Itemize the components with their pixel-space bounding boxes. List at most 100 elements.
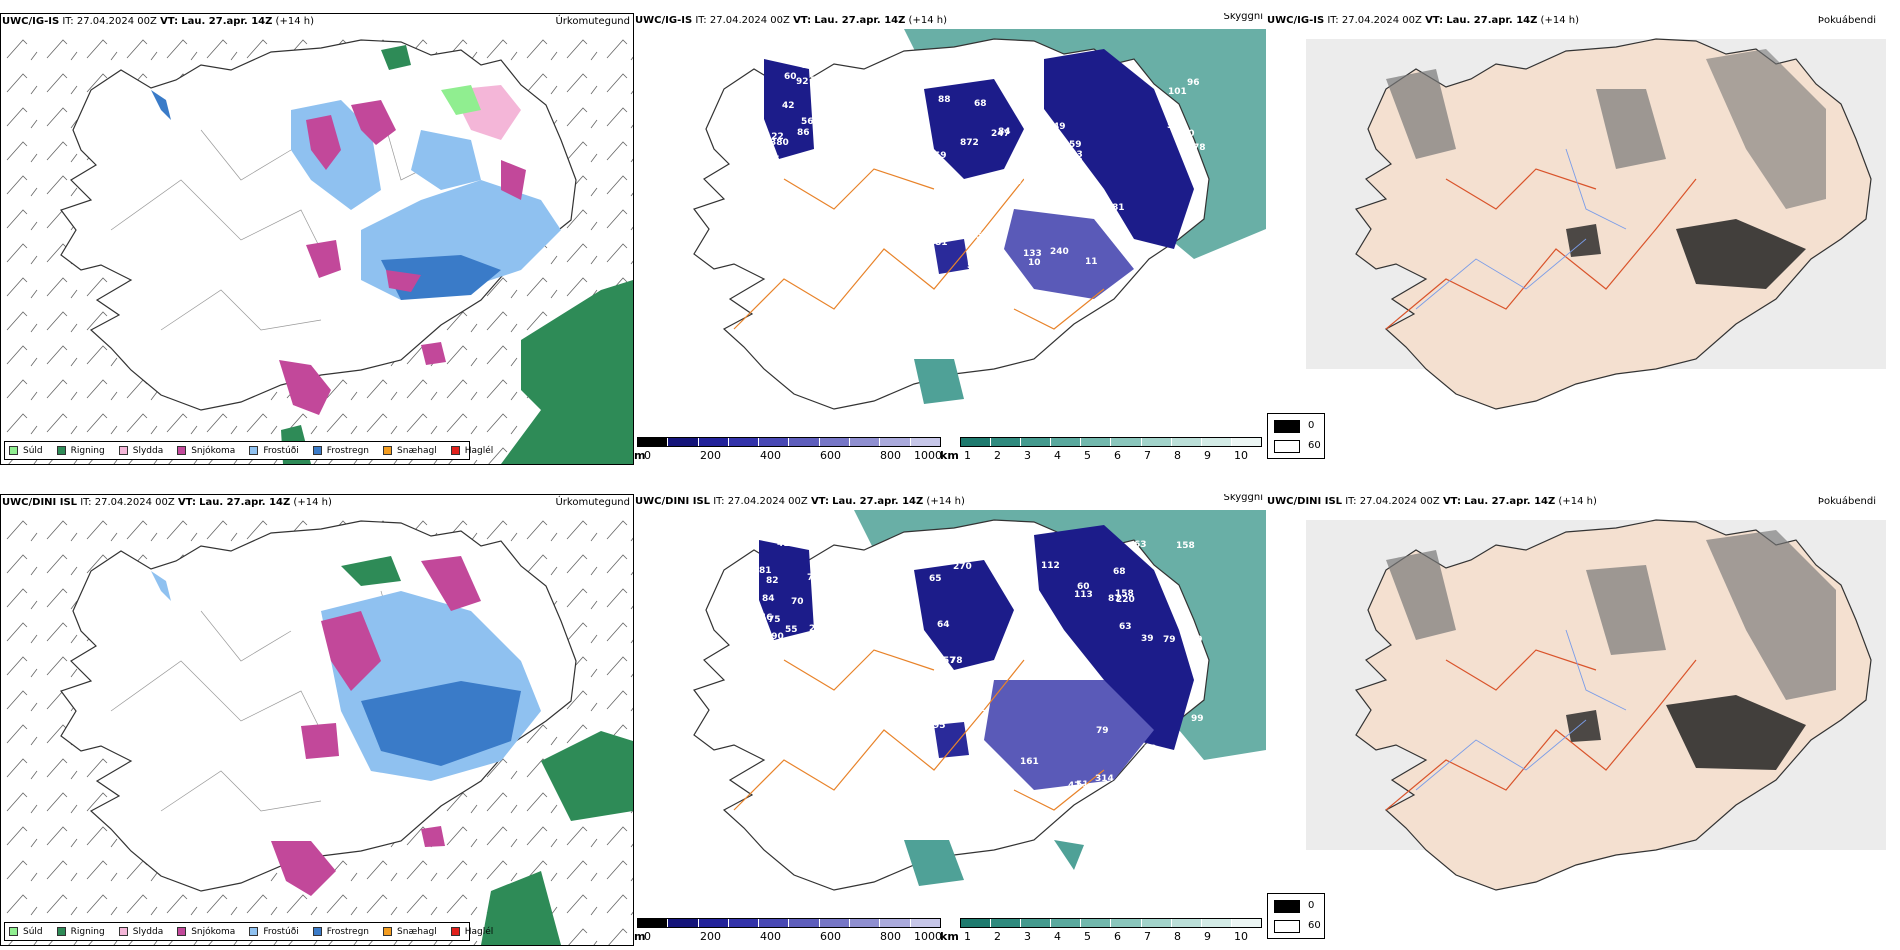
- it-value: 27.04.2024 00Z: [709, 15, 790, 26]
- cloud-base-value: 43: [1034, 638, 1047, 648]
- cloud-base-value: 38: [1140, 282, 1153, 292]
- precip-type-legend: Súld Rigning Slydda Snjókoma Frostúði Fr…: [4, 922, 493, 941]
- cloud-base-value: 135: [761, 155, 780, 165]
- it-label: IT:: [713, 496, 725, 507]
- cloud-base-value: 205: [1026, 149, 1045, 159]
- legend-item: Rigning: [56, 927, 105, 937]
- panel-header: UWC/IG-IS IT: 27.04.2024 00Z VT: Lau. 27…: [634, 13, 1266, 29]
- cloud-base-value: 66: [1055, 646, 1068, 656]
- precip-type-map: [1, 511, 633, 945]
- cloud-base-value: 122: [765, 132, 784, 142]
- cloud-base-value: 55: [785, 625, 798, 635]
- cloud-base-value: 112: [1041, 561, 1060, 571]
- cloud-base-value: 190: [765, 632, 784, 642]
- cloud-base-value: 81: [759, 566, 772, 576]
- fog-legend-top: 0 60: [1267, 413, 1325, 459]
- road-network: [110, 109, 442, 331]
- cloud-base-value: 60: [784, 72, 797, 82]
- cloud-base-value: 79: [1096, 726, 1109, 736]
- road-network: [1385, 649, 1697, 811]
- cloud-base-value: 212: [809, 624, 828, 634]
- it-label: IT:: [695, 15, 707, 26]
- lead-time: (+14 h): [926, 496, 965, 507]
- river-network: [1415, 148, 1627, 310]
- cloud-base-value: 72: [923, 295, 936, 305]
- cloud-base-areas: [759, 525, 1194, 886]
- cloud-base-value: 51: [999, 667, 1012, 677]
- cloud-base-value: 343: [1064, 150, 1083, 160]
- cloud-base-value: 63: [1119, 622, 1132, 632]
- cloud-base-value: 52: [976, 231, 989, 241]
- legend-item: Snæhagl: [383, 927, 437, 937]
- panel-header: UWC/DINI ISL IT: 27.04.2024 00Z VT: Lau.…: [634, 494, 1266, 510]
- cloud-base-value: 61: [1186, 637, 1199, 647]
- vt-value: Lau. 27.apr. 14Z: [832, 496, 924, 507]
- model-name: UWC/DINI ISL: [1267, 496, 1343, 507]
- cloud-base-value: 63: [1134, 540, 1147, 550]
- cloud-base-value: 254: [1098, 214, 1117, 224]
- cloud-base-areas: [764, 49, 1194, 404]
- cloud-base-value: 380: [770, 138, 789, 148]
- precip-type-panel-top: UWC/IG-IS IT: 27.04.2024 00Z VT: Lau. 27…: [0, 13, 634, 465]
- cloud-base-value: 56: [801, 117, 814, 127]
- road-network: [733, 168, 1105, 330]
- cloud-base-value: 49: [812, 153, 825, 163]
- cloud-base-value: 99: [1190, 635, 1203, 645]
- cloud-base-value: 101: [1168, 87, 1187, 97]
- cloud-base-value: 78: [1030, 667, 1043, 677]
- product-name: Þokuábendi: [1817, 496, 1876, 507]
- cloud-base-value: 11: [1085, 257, 1098, 267]
- lead-time: (+14 h): [1558, 496, 1597, 507]
- fog-areas: [1386, 530, 1836, 770]
- product-name: Skyggni: [1223, 13, 1263, 22]
- it-label: IT:: [62, 16, 74, 27]
- vt-label: VT:: [810, 496, 829, 507]
- model-name: UWC/IG-IS: [1267, 15, 1325, 26]
- cloud-base-value: 51: [1076, 780, 1089, 790]
- cloud-base-value: 82: [947, 299, 960, 309]
- cloud-base-value: 158: [1115, 589, 1134, 599]
- it-value: 27.04.2024 00Z: [1341, 15, 1422, 26]
- cloud-base-value: 220: [1116, 595, 1135, 605]
- panel-header: UWC/IG-IS IT: 27.04.2024 00Z VT: Lau. 27…: [1, 14, 633, 30]
- model-name: UWC/IG-IS: [2, 16, 60, 27]
- precip-areas: [151, 45, 633, 464]
- cloud-base-value: 47: [1068, 781, 1081, 791]
- cloud-base-value: 41: [777, 539, 790, 549]
- it-value: 27.04.2024 00Z: [1359, 496, 1440, 507]
- visibility-panel-top: UWC/IG-IS IT: 27.04.2024 00Z VT: Lau. 27…: [634, 13, 1266, 465]
- cloud-base-value: 49: [1053, 122, 1066, 132]
- cloud-base-value: 247: [991, 129, 1010, 139]
- panel-header: UWC/DINI ISL IT: 27.04.2024 00Z VT: Lau.…: [1, 495, 633, 511]
- vt-label: VT:: [177, 497, 196, 508]
- legend-item: Súld: [9, 927, 43, 937]
- legend-item: Snjókoma: [177, 927, 235, 937]
- cloud-base-value: 185: [1055, 296, 1074, 306]
- it-value: 27.04.2024 00Z: [727, 496, 808, 507]
- cloud-base-value: 61: [1091, 201, 1104, 211]
- vt-label: VT:: [793, 15, 812, 26]
- cloud-base-value: 57: [943, 656, 956, 666]
- cloud-base-value: 59: [934, 151, 947, 161]
- cloud-base-value: 158: [1176, 541, 1195, 551]
- visibility-panel-bottom: UWC/DINI ISL IT: 27.04.2024 00Z VT: Lau.…: [634, 494, 1266, 946]
- legend-item: Frostúði: [249, 927, 299, 937]
- cloud-base-value: 81: [1112, 203, 1125, 213]
- road-network: [733, 649, 1105, 811]
- vt-value: Lau. 27.apr. 14Z: [1464, 496, 1556, 507]
- cloud-base-value: 161: [1020, 757, 1039, 767]
- cloud-base-ticks: m 0 200 400 600 800 1000: [634, 449, 942, 462]
- cloud-base-value: 39: [975, 279, 988, 289]
- cloud-base-value: 70: [791, 597, 804, 607]
- legend-item: Slydda: [118, 446, 163, 456]
- cloud-base-value: 872: [960, 138, 979, 148]
- fog-areas: [1386, 49, 1826, 289]
- cloud-base-value: 39: [922, 271, 935, 281]
- cloud-base-value: 75: [1003, 781, 1016, 791]
- vt-label: VT:: [1425, 15, 1444, 26]
- it-label: IT:: [1345, 496, 1357, 507]
- it-value: 27.04.2024 00Z: [94, 497, 175, 508]
